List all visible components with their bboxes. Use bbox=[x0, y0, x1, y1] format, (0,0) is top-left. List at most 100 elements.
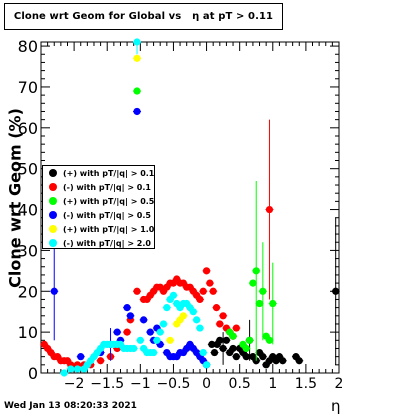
data-point bbox=[265, 205, 274, 214]
data-point bbox=[210, 348, 219, 357]
x-tick-label: 1 bbox=[268, 376, 277, 392]
y-tick-label: 30 bbox=[18, 241, 38, 260]
data-point bbox=[216, 336, 224, 344]
data-point bbox=[130, 344, 138, 353]
legend-label: (-) with pT/|q| > 0.5 bbox=[63, 210, 151, 220]
data-point bbox=[232, 324, 240, 332]
legend-label: (-) with pT/|q| > 0.1 bbox=[63, 182, 151, 192]
x-tick-label: −0.5 bbox=[156, 376, 190, 392]
data-point bbox=[242, 344, 250, 353]
y-tick-label: 70 bbox=[18, 78, 38, 97]
data-point bbox=[189, 308, 197, 316]
data-point bbox=[212, 304, 221, 312]
legend-marker bbox=[49, 225, 57, 233]
data-point bbox=[229, 344, 237, 353]
legend-entry: (-) with pT/|q| > 0.5 bbox=[43, 208, 156, 222]
legend-marker bbox=[49, 183, 57, 191]
y-tick-label: 10 bbox=[18, 323, 38, 342]
data-point bbox=[219, 344, 227, 353]
data-point bbox=[159, 320, 168, 328]
data-point bbox=[97, 357, 105, 365]
data-point bbox=[202, 267, 211, 275]
y-tick-label: 50 bbox=[18, 160, 38, 179]
legend-marker bbox=[49, 169, 57, 177]
legend-label: (-) with pT/|q| > 2.0 bbox=[63, 238, 151, 248]
data-point bbox=[259, 287, 267, 295]
y-axis-label: Clone wrt Geom (%) bbox=[5, 108, 25, 288]
data-point bbox=[149, 348, 158, 357]
data-point bbox=[265, 336, 274, 344]
data-point bbox=[123, 304, 131, 312]
data-point bbox=[133, 107, 141, 116]
legend: (+) with pT/|q| > 0.1 (-) with pT/|q| > … bbox=[42, 165, 155, 249]
data-point bbox=[133, 287, 141, 295]
data-point bbox=[246, 336, 254, 344]
chart-title: Clone wrt Geom for Global vs η at pT > 0… bbox=[4, 3, 283, 30]
data-point bbox=[73, 365, 82, 373]
data-point bbox=[196, 295, 204, 304]
data-point bbox=[249, 279, 257, 287]
data-point bbox=[133, 38, 141, 46]
data-point bbox=[140, 316, 148, 324]
data-point bbox=[60, 369, 68, 377]
data-point bbox=[199, 348, 207, 357]
timestamp: Wed Jan 13 08:20:33 2021 bbox=[4, 401, 137, 411]
data-point bbox=[269, 299, 277, 308]
x-tick-label: −1.5 bbox=[90, 376, 124, 392]
data-point bbox=[222, 336, 231, 344]
data-point bbox=[179, 312, 187, 320]
data-point bbox=[199, 287, 207, 295]
data-point bbox=[209, 287, 217, 295]
data-point bbox=[279, 357, 287, 365]
legend-marker bbox=[49, 239, 57, 247]
legend-entry: (-) with pT/|q| > 2.0 bbox=[43, 236, 156, 250]
x-tick-label: 2 bbox=[335, 376, 344, 392]
data-point bbox=[229, 332, 237, 340]
data-point bbox=[77, 353, 85, 361]
data-point bbox=[242, 353, 250, 361]
legend-label: (+) with pT/|q| > 1.0 bbox=[63, 224, 155, 234]
legend-entry: (-) with pT/|q| > 0.1 bbox=[43, 180, 156, 194]
data-point bbox=[193, 316, 201, 324]
data-point bbox=[133, 54, 141, 62]
data-point bbox=[169, 291, 178, 299]
data-point bbox=[146, 328, 154, 336]
x-tick-label: 1.5 bbox=[295, 376, 317, 392]
x-tick-label: −1 bbox=[130, 376, 151, 392]
data-point bbox=[219, 312, 227, 320]
data-point bbox=[113, 328, 121, 336]
data-point bbox=[232, 353, 240, 361]
data-point bbox=[156, 328, 164, 336]
data-point bbox=[50, 287, 58, 295]
x-axis-label: η bbox=[331, 397, 341, 415]
data-point bbox=[163, 304, 171, 312]
data-point bbox=[206, 279, 214, 287]
y-axis-label-box: Clone wrt Geom (%) bbox=[5, 78, 25, 318]
y-tick-label: 20 bbox=[18, 282, 38, 301]
y-tick-label: 60 bbox=[18, 119, 38, 138]
data-point bbox=[255, 299, 264, 308]
data-point bbox=[153, 336, 161, 344]
data-point bbox=[202, 361, 211, 369]
data-point bbox=[133, 87, 141, 95]
y-tick-label: 40 bbox=[18, 201, 38, 220]
y-tick-label: 0 bbox=[28, 364, 38, 383]
data-point bbox=[123, 328, 131, 336]
data-point bbox=[216, 320, 224, 328]
y-tick-label: 80 bbox=[18, 37, 38, 56]
legend-label: (+) with pT/|q| > 0.1 bbox=[63, 168, 155, 178]
data-point bbox=[252, 267, 260, 275]
data-point bbox=[295, 357, 303, 365]
x-tick-label: 0 bbox=[202, 376, 211, 392]
data-point bbox=[67, 365, 75, 373]
x-tick-label: −2 bbox=[64, 376, 85, 392]
data-point bbox=[126, 312, 134, 320]
legend-entry: (+) with pT/|q| > 0.1 bbox=[43, 166, 156, 180]
legend-entry: (+) with pT/|q| > 0.5 bbox=[43, 194, 156, 208]
data-point bbox=[259, 353, 267, 361]
x-tick-label: 0.5 bbox=[229, 376, 251, 392]
data-point bbox=[136, 336, 144, 344]
data-point bbox=[196, 324, 204, 332]
data-point bbox=[166, 336, 174, 344]
